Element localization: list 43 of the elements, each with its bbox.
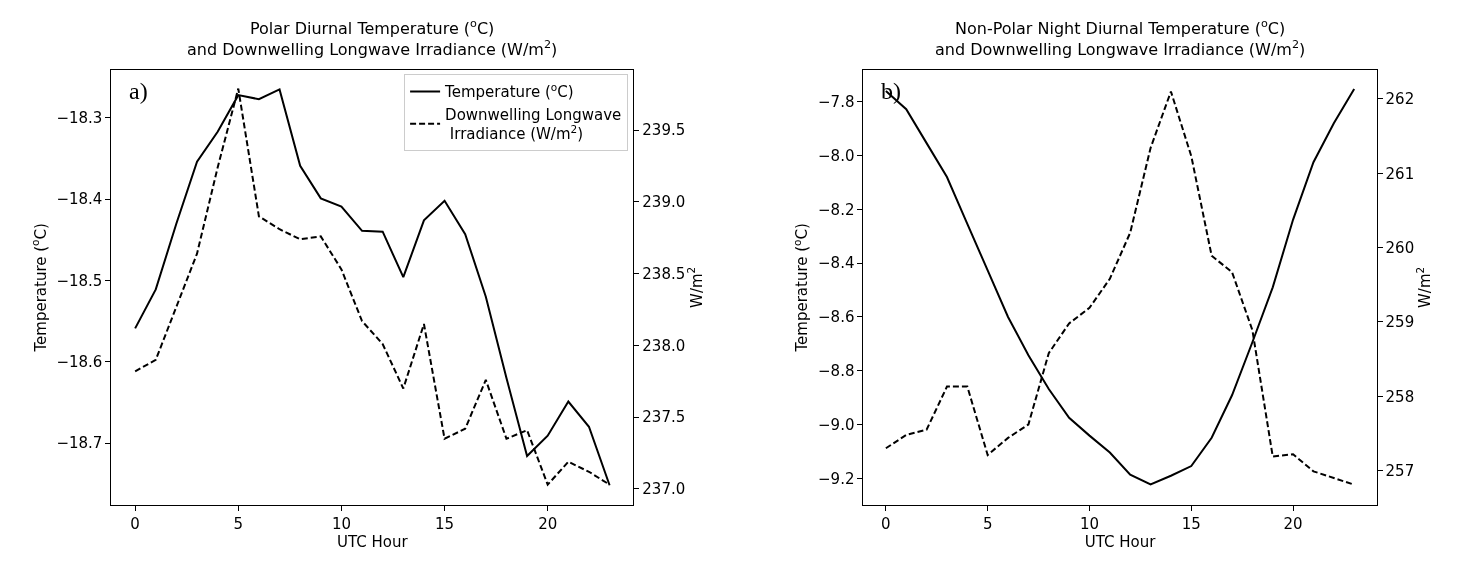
annotation: a) <box>129 78 148 104</box>
y2-tick-label: 237.0 <box>642 480 686 499</box>
x-tick-label: 0 <box>881 514 891 533</box>
x-tick-label: 15 <box>1181 514 1201 533</box>
legend-label: Temperature ($^{o}$C) <box>444 81 574 102</box>
y-tick-label: −18.4 <box>56 190 103 209</box>
x-tick-label: 5 <box>982 514 993 533</box>
x-axis-title: UTC Hour <box>337 532 409 551</box>
y2-tick-label: 238.0 <box>642 336 686 355</box>
y2-tick-label: 259 <box>1385 313 1415 332</box>
y2-tick-label: 261 <box>1385 164 1415 183</box>
y2-tick-label: 257 <box>1385 461 1415 480</box>
x-tick-label: 10 <box>1079 514 1100 533</box>
x-tick-label: 15 <box>435 514 455 533</box>
y-tick-label: −8.6 <box>818 308 855 327</box>
y-tick-label: −18.6 <box>56 352 103 371</box>
x-axis-title: UTC Hour <box>1084 532 1157 551</box>
y-tick-label: −8.2 <box>818 200 855 219</box>
y-tick-label: −8.0 <box>818 146 855 165</box>
y-tick-label: −7.8 <box>818 92 855 111</box>
chart-title: Polar Diurnal Temperature ($^{o}$C) and Downwelling Longwave Irradiance (W/m$^{2}$) <box>187 17 558 59</box>
y2-tick-label: 262 <box>1385 90 1415 109</box>
x-tick-label: 5 <box>233 514 244 533</box>
annotation: b) <box>881 78 901 104</box>
x-tick-label: 20 <box>1283 514 1303 533</box>
y-tick-label: −8.4 <box>818 254 855 273</box>
y2-tick-label: 238.5 <box>642 264 686 283</box>
y-tick-label: −18.7 <box>56 434 103 453</box>
y-tick-label: −18.3 <box>56 109 103 128</box>
legend-label: Downwelling Longwave Irradiance (W/m$^{2}$) <box>445 105 622 144</box>
y-tick-label: −9.2 <box>818 469 855 488</box>
y2-tick-label: 237.5 <box>642 408 686 427</box>
y2-tick-label: 239.0 <box>642 193 686 212</box>
y2-tick-label: 258 <box>1385 387 1415 406</box>
x-tick-label: 10 <box>331 514 351 533</box>
x-tick-label: 0 <box>130 514 140 533</box>
x-tick-label: 20 <box>538 514 558 533</box>
y2-tick-label: 239.5 <box>642 121 686 140</box>
y2-tick-label: 260 <box>1385 238 1415 257</box>
y-tick-label: −8.8 <box>818 362 855 381</box>
chart-title: Non-Polar Night Diurnal Temperature ($^{o}$C) and Downwelling Longwave Irradiance (W/m$^{2}$) <box>935 17 1306 59</box>
y-tick-label: −9.0 <box>818 415 855 434</box>
y-tick-label: −18.5 <box>56 271 103 290</box>
